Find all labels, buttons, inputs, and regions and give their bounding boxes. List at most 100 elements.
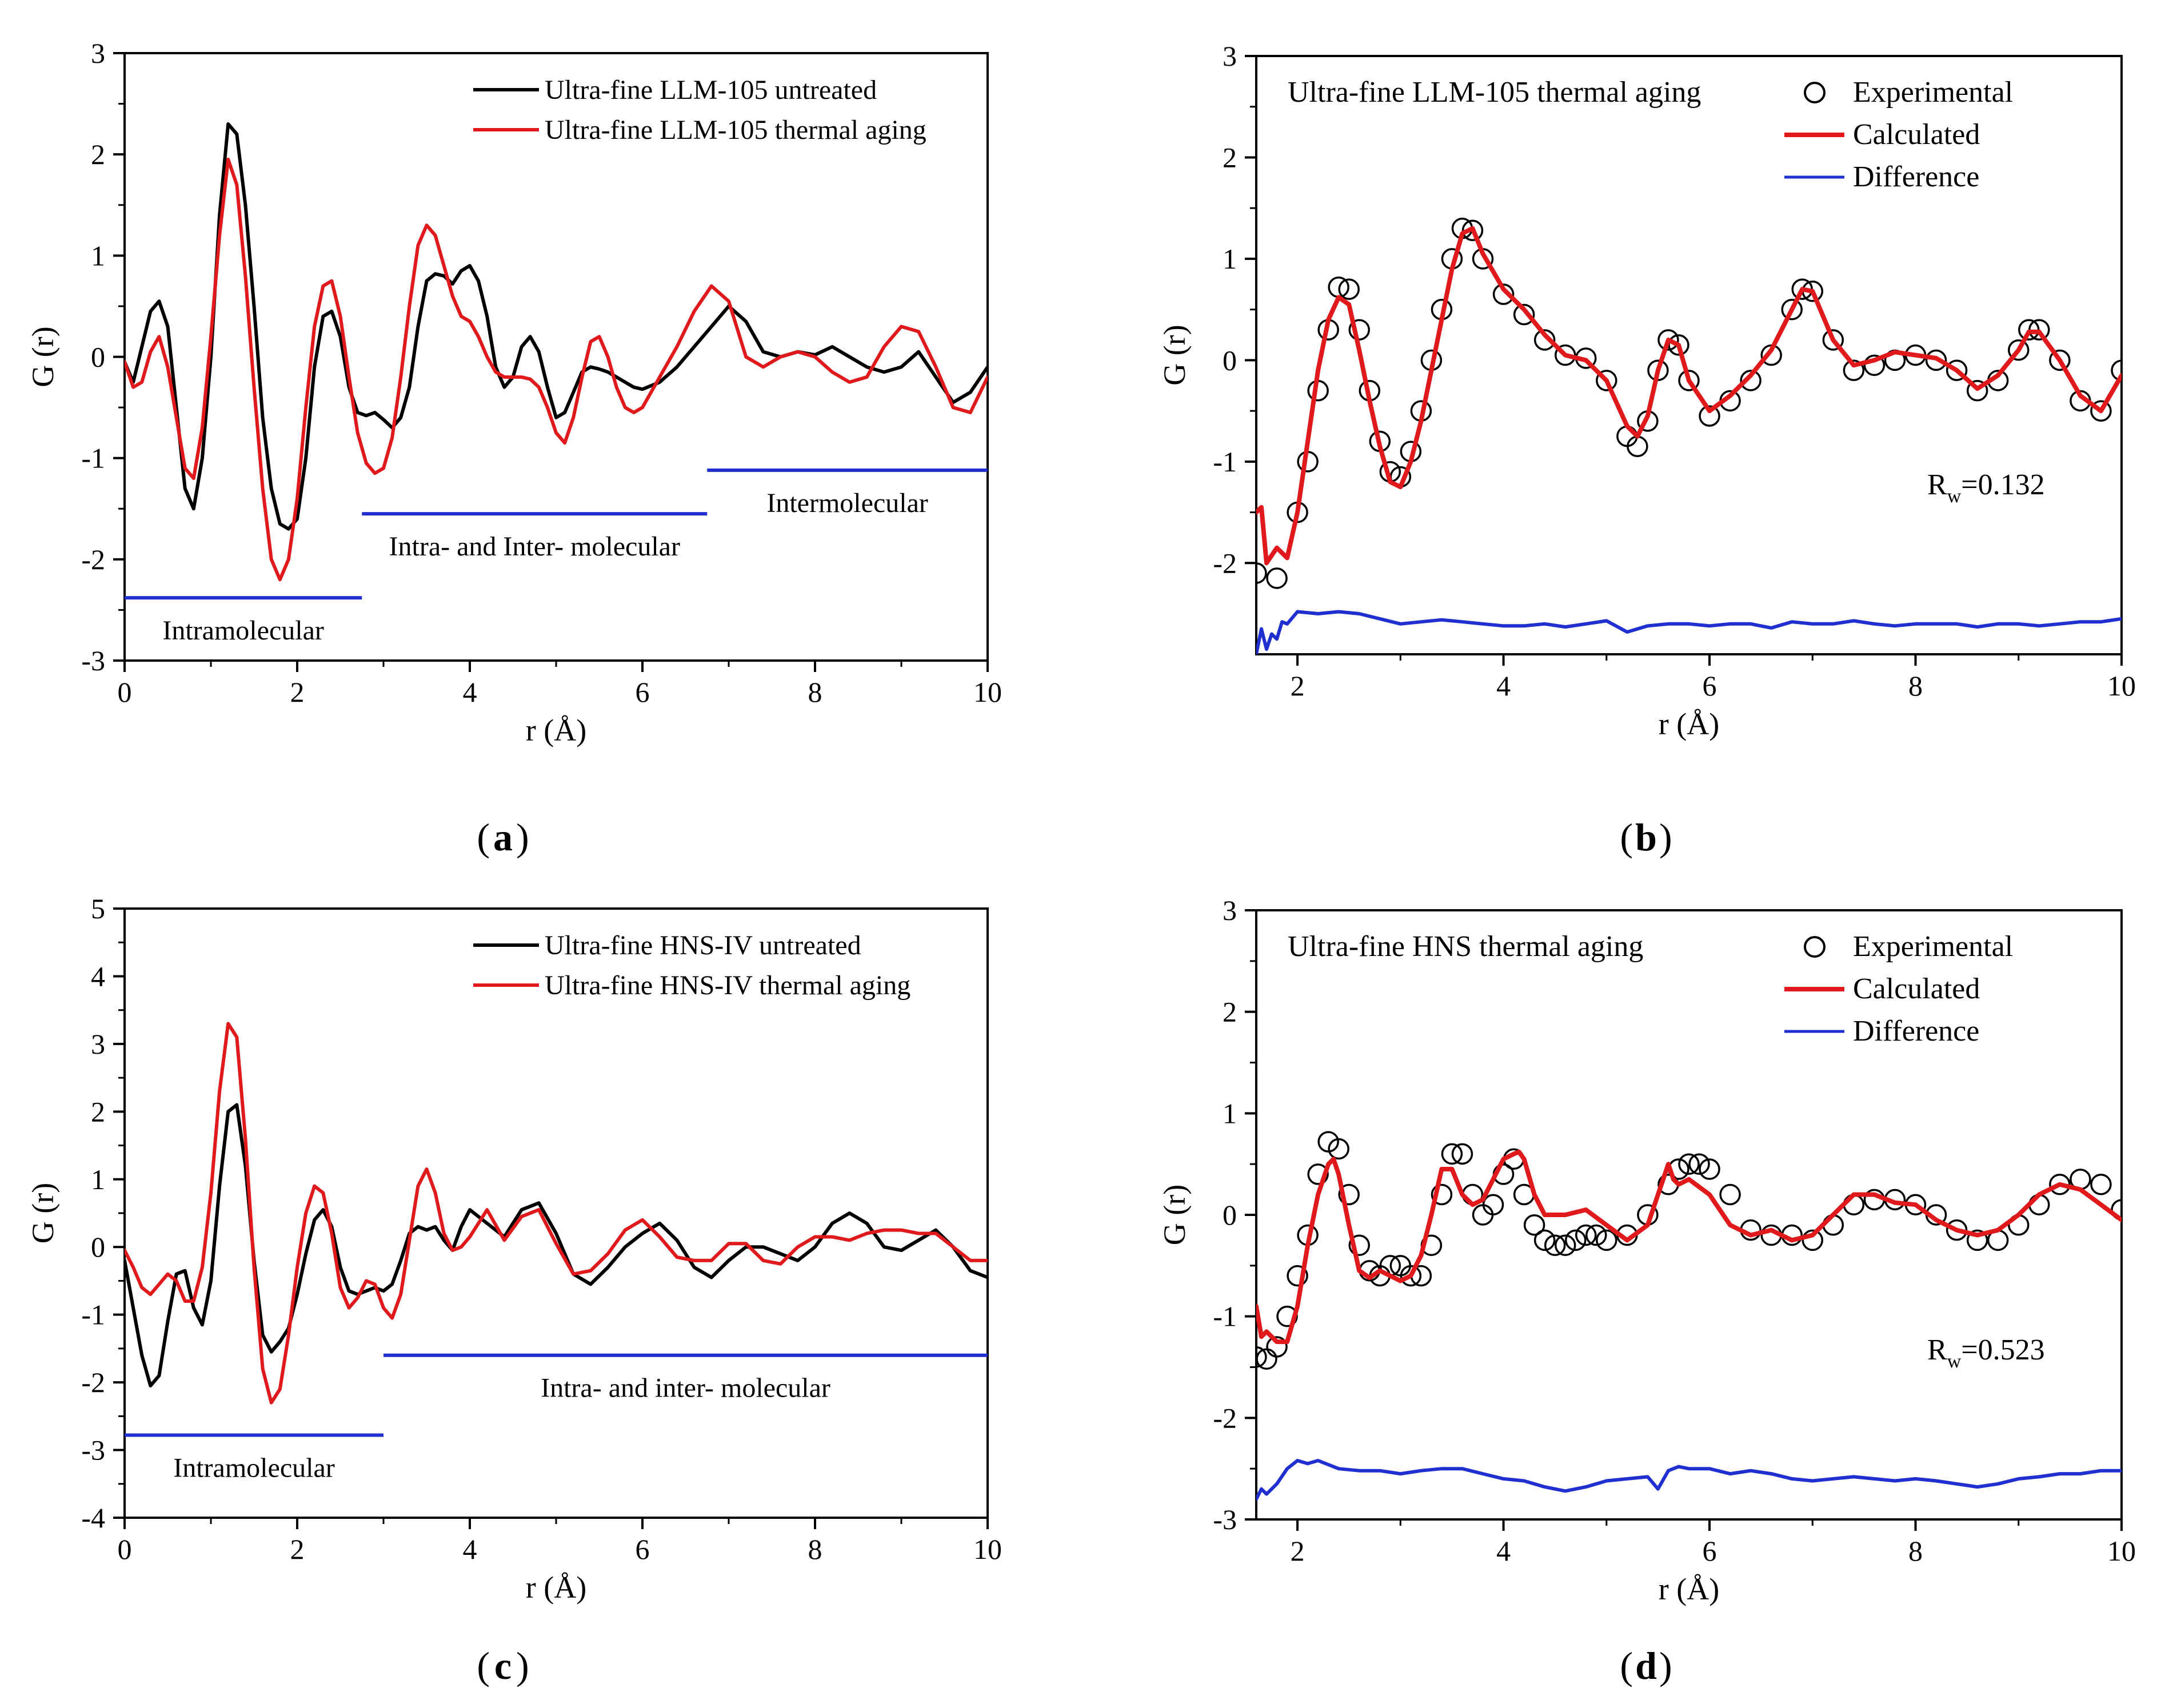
y-tick-label: -2 xyxy=(81,543,105,575)
y-tick-label: 1 xyxy=(91,239,105,271)
panel-title: Ultra-fine HNS thermal aging xyxy=(1288,930,1643,963)
experimental-point xyxy=(2049,1173,2071,1195)
legend: Ultra-fine HNS-IV untreated Ultra-fine HN… xyxy=(473,930,910,1001)
caption-open-paren: ( xyxy=(1620,815,1633,859)
y-axis-label: G (r) xyxy=(26,326,60,387)
caption-a: ( a ) xyxy=(477,815,529,859)
plot-area xyxy=(125,122,988,582)
y-tick-label: 2 xyxy=(91,1095,105,1127)
experimental-point xyxy=(2049,349,2071,371)
x-tick-label: 4 xyxy=(463,676,477,708)
y-axis-label: G (r) xyxy=(26,1183,60,1243)
legend-marker xyxy=(1804,936,1826,958)
x-tick-label: 6 xyxy=(636,1533,650,1565)
x-tick-label: 4 xyxy=(1496,1535,1511,1567)
y-tick-label: 5 xyxy=(91,893,105,925)
region-label: Intra- and inter- molecular xyxy=(541,1373,830,1403)
x-tick-label: 6 xyxy=(1703,670,1717,702)
experimental-point xyxy=(1441,1143,1463,1165)
y-tick-label: 2 xyxy=(1223,141,1237,173)
y-tick-label: -1 xyxy=(81,1299,105,1331)
x-axis-label: r (Å) xyxy=(526,1570,586,1605)
experimental-point xyxy=(1699,405,1720,427)
x-tick-label: 6 xyxy=(1703,1535,1717,1567)
rw-symbol: R xyxy=(1927,1334,1947,1366)
experimental-point xyxy=(1678,1153,1700,1175)
y-tick-label: 3 xyxy=(1223,40,1237,72)
legend-entry: Difference xyxy=(1853,161,1979,193)
y-tick-label: -2 xyxy=(81,1366,105,1398)
x-tick-label: 10 xyxy=(973,1533,1002,1565)
legend-entry: Ultra-fine LLM-105 thermal aging xyxy=(545,115,926,145)
experimental-point xyxy=(1596,370,1617,391)
experimental-point xyxy=(1596,1229,1617,1251)
legend: Ultra-fine HNS thermal aging Experimental… xyxy=(1288,930,2013,1047)
plot-area xyxy=(1256,217,2122,654)
y-tick-label: -1 xyxy=(1213,446,1237,478)
region-label: Intramolecular xyxy=(173,1453,335,1483)
caption-label: b xyxy=(1635,815,1657,859)
caption-b: ( b ) xyxy=(1620,815,1672,859)
y-tick-label: -3 xyxy=(81,645,105,677)
experimental-point xyxy=(1946,1219,1968,1241)
experimental-point xyxy=(1863,354,1886,376)
y-tick-label: 1 xyxy=(91,1163,105,1195)
experimental-point xyxy=(1307,1163,1329,1185)
y-tick-label: -1 xyxy=(1213,1301,1237,1333)
series-line xyxy=(125,122,988,531)
panel-c: 0 2 4 6 8 10 -4 -3 -2 -1 0 1 2 3 4 5 r (Å) G (r) Intramole… xyxy=(26,893,1002,1605)
caption-close-paren: ) xyxy=(516,1644,529,1687)
legend-entry: Experimental xyxy=(1853,930,2013,963)
experimental-point xyxy=(1554,1234,1576,1257)
series-line xyxy=(125,1022,988,1405)
y-tick-label: -4 xyxy=(81,1502,105,1534)
experimental-point xyxy=(1699,1158,1720,1180)
rw-label: Rw=0.132 xyxy=(1927,469,2045,507)
y-tick-label: -2 xyxy=(1213,1402,1237,1434)
series-line xyxy=(1256,1459,2122,1501)
series-line xyxy=(1256,1149,2122,1345)
legend-entry: Calculated xyxy=(1853,118,1980,151)
experimental-point xyxy=(1966,1229,1988,1251)
y-tick-label: 3 xyxy=(91,37,105,69)
experimental-point xyxy=(1266,1336,1288,1358)
y-axis-label: G (r) xyxy=(1157,1185,1192,1245)
experimental-point xyxy=(1348,319,1370,341)
y-tick-label: 0 xyxy=(1223,1199,1237,1231)
experimental-point xyxy=(1740,370,1761,391)
plot-area xyxy=(125,1022,988,1405)
experimental-point xyxy=(1482,1194,1504,1215)
series-line xyxy=(125,158,988,582)
panel-title: Ultra-fine LLM-105 thermal aging xyxy=(1288,76,1701,109)
experimental-point xyxy=(1256,562,1267,584)
caption-label: a xyxy=(493,815,513,859)
experimental-point xyxy=(1400,1265,1422,1287)
experimental-point xyxy=(1781,298,1803,321)
x-tick-label: 10 xyxy=(2107,1535,2136,1567)
experimental-point xyxy=(1946,359,1968,381)
experimental-point xyxy=(1513,303,1535,326)
legend-marker xyxy=(1804,82,1826,103)
legend-entry: Ultra-fine HNS-IV untreated xyxy=(545,930,861,961)
experimental-point xyxy=(1533,329,1556,351)
experimental-point xyxy=(1544,1234,1566,1257)
experimental-point xyxy=(1461,219,1484,241)
experimental-point xyxy=(2090,1173,2112,1195)
x-tick-label: 10 xyxy=(2107,670,2136,702)
y-tick-label: 3 xyxy=(91,1028,105,1060)
rw-label: Rw=0.523 xyxy=(1927,1334,2045,1372)
experimental-point xyxy=(2090,400,2112,422)
series-line xyxy=(1256,226,2122,566)
y-tick-label: 4 xyxy=(91,960,105,992)
experimental-point xyxy=(2111,359,2122,381)
experimental-point xyxy=(1822,329,1844,351)
legend-entry: Experimental xyxy=(1853,76,2013,109)
x-tick-label: 0 xyxy=(118,676,132,708)
experimental-point xyxy=(1338,1183,1360,1206)
rw-value: =0.523 xyxy=(1961,1334,2044,1366)
x-tick-label: 2 xyxy=(1291,670,1305,702)
experimental-point xyxy=(1256,1346,1267,1368)
region-label: Intermolecular xyxy=(766,488,928,518)
x-axis-label: r (Å) xyxy=(1659,707,1719,741)
experimental-point xyxy=(1328,1138,1349,1160)
